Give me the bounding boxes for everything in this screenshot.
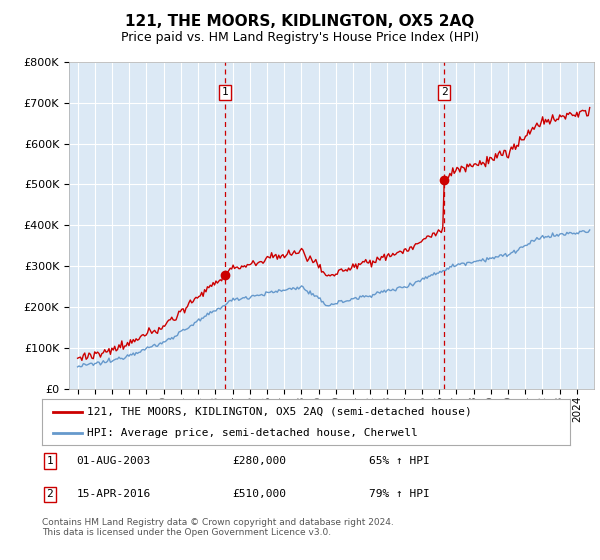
- Text: 1: 1: [47, 456, 53, 466]
- Text: 15-APR-2016: 15-APR-2016: [76, 489, 151, 500]
- Text: 121, THE MOORS, KIDLINGTON, OX5 2AQ (semi-detached house): 121, THE MOORS, KIDLINGTON, OX5 2AQ (sem…: [87, 407, 472, 417]
- Text: 2: 2: [47, 489, 53, 500]
- Text: 2: 2: [441, 87, 448, 97]
- Text: Contains HM Land Registry data © Crown copyright and database right 2024.
This d: Contains HM Land Registry data © Crown c…: [42, 518, 394, 538]
- Text: 01-AUG-2003: 01-AUG-2003: [76, 456, 151, 466]
- Text: 121, THE MOORS, KIDLINGTON, OX5 2AQ: 121, THE MOORS, KIDLINGTON, OX5 2AQ: [125, 14, 475, 29]
- Text: Price paid vs. HM Land Registry's House Price Index (HPI): Price paid vs. HM Land Registry's House …: [121, 31, 479, 44]
- Text: HPI: Average price, semi-detached house, Cherwell: HPI: Average price, semi-detached house,…: [87, 428, 418, 438]
- Text: £280,000: £280,000: [232, 456, 286, 466]
- Text: 65% ↑ HPI: 65% ↑ HPI: [370, 456, 430, 466]
- Text: 1: 1: [222, 87, 229, 97]
- Text: £510,000: £510,000: [232, 489, 286, 500]
- Text: 79% ↑ HPI: 79% ↑ HPI: [370, 489, 430, 500]
